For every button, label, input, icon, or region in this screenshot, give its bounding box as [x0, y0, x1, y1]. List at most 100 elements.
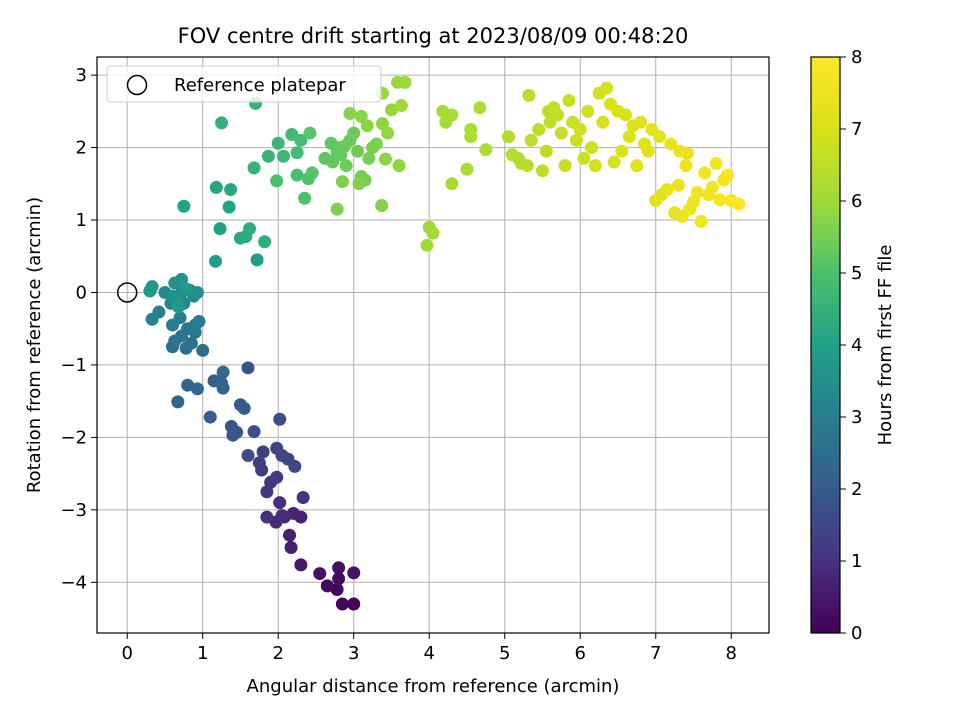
data-point — [588, 159, 602, 173]
data-point — [554, 126, 568, 140]
data-point — [237, 401, 251, 415]
data-point — [473, 101, 487, 115]
data-point — [679, 159, 693, 173]
data-point — [698, 166, 712, 180]
data-point — [288, 459, 302, 473]
data-point — [284, 541, 298, 555]
legend: Reference platepar — [106, 65, 382, 103]
colorbar-tick-label: 8 — [851, 47, 862, 68]
data-point — [276, 149, 290, 163]
data-point — [270, 470, 284, 484]
data-point — [720, 168, 734, 182]
legend-label: Reference platepar — [174, 75, 346, 96]
data-point — [343, 107, 357, 121]
data-point — [172, 300, 186, 314]
data-point — [384, 103, 398, 117]
data-point — [330, 583, 344, 597]
data-point — [294, 133, 308, 147]
colorbar-tick-label: 6 — [851, 191, 862, 212]
data-point — [294, 558, 308, 572]
data-point — [520, 159, 534, 173]
data-point — [261, 149, 275, 163]
data-point — [362, 151, 376, 165]
data-point — [313, 567, 327, 581]
data-point — [460, 162, 474, 176]
data-point — [332, 561, 346, 575]
data-point — [551, 108, 565, 122]
data-point — [502, 130, 516, 144]
x-tick-label: 0 — [121, 643, 132, 664]
data-point — [209, 180, 223, 194]
data-point — [732, 197, 746, 211]
scatter-points — [143, 75, 746, 611]
data-point — [332, 572, 346, 586]
data-point — [641, 144, 655, 158]
data-point — [190, 285, 204, 299]
data-point — [558, 159, 572, 173]
data-point — [283, 528, 297, 542]
y-tick-label: 3 — [76, 65, 87, 86]
data-point — [350, 144, 364, 158]
data-point — [213, 222, 227, 236]
data-point — [664, 137, 678, 151]
data-point — [634, 115, 648, 129]
colorbar-tick-label: 0 — [851, 623, 862, 644]
data-point — [196, 343, 210, 357]
data-point — [247, 425, 261, 439]
data-point — [230, 425, 244, 439]
data-point — [256, 445, 270, 459]
data-point — [360, 119, 374, 133]
data-point — [252, 456, 266, 470]
data-point — [145, 312, 159, 326]
x-tick-label: 7 — [650, 643, 661, 664]
y-tick-label: 1 — [76, 210, 87, 231]
data-point — [581, 104, 595, 118]
colorbar-ticks: 0 1 2 3 4 5 6 7 8 — [840, 47, 862, 644]
data-point — [619, 108, 633, 122]
data-point — [192, 314, 206, 328]
data-point — [290, 146, 304, 160]
chart-title: FOV centre drift starting at 2023/08/09 … — [178, 24, 689, 48]
data-point — [354, 109, 368, 123]
colorbar-tick-label: 5 — [851, 263, 862, 284]
data-point — [445, 177, 459, 191]
data-point — [573, 122, 587, 136]
data-point — [243, 222, 257, 236]
data-point — [241, 448, 255, 462]
data-point — [203, 410, 217, 424]
data-point — [607, 155, 621, 169]
data-point — [335, 597, 349, 611]
data-point — [273, 412, 287, 426]
data-point — [171, 395, 185, 409]
colorbar-tick-label: 2 — [851, 479, 862, 500]
colorbar-tick-label: 1 — [851, 551, 862, 572]
x-tick-label: 3 — [348, 643, 359, 664]
x-axis-label: Angular distance from reference (arcmin) — [247, 676, 620, 697]
colorbar-gradient — [810, 56, 841, 634]
data-point — [630, 159, 644, 173]
data-point — [216, 365, 230, 379]
data-point — [694, 214, 708, 228]
data-point — [479, 143, 493, 157]
colorbar: 0 1 2 3 4 5 6 7 8 Hours from first FF file — [810, 47, 896, 644]
data-point — [375, 199, 389, 213]
data-point — [173, 311, 187, 325]
data-point — [615, 144, 629, 158]
data-point — [352, 177, 366, 191]
x-tick-label: 6 — [575, 643, 586, 664]
data-point — [347, 126, 361, 140]
data-point — [394, 99, 408, 113]
data-point — [562, 93, 576, 107]
data-point — [577, 151, 591, 165]
data-point — [247, 161, 261, 175]
data-point — [339, 159, 353, 173]
data-point — [426, 226, 440, 240]
data-point — [600, 81, 614, 95]
grid-lines — [97, 57, 769, 633]
data-point — [270, 174, 284, 188]
data-point — [181, 378, 195, 392]
data-point — [222, 200, 236, 214]
data-point — [166, 289, 180, 303]
y-tick-label: −1 — [60, 355, 87, 376]
